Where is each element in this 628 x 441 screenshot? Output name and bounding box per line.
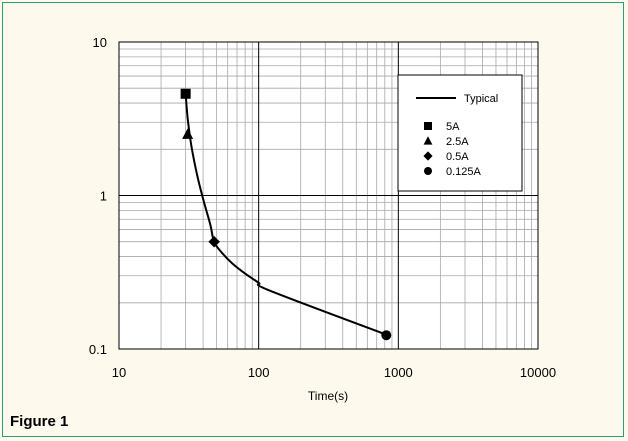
legend-label: 0.125A (446, 166, 482, 178)
legend-marker-0-5A (423, 151, 433, 161)
y-tick-labels: 0.1 1 10 (89, 35, 107, 357)
x-tick-labels: 10 100 1000 10000 (112, 365, 556, 380)
legend-marker-5A (424, 122, 432, 130)
marker-0-125A (381, 330, 392, 341)
plot-border (118, 41, 539, 350)
legend-label-typical: Typical (464, 93, 498, 105)
x-tick-label: 10 (112, 365, 126, 380)
legend-label: 2.5A (446, 136, 469, 148)
marker-0-5A (208, 235, 220, 248)
y-tick-label: 1 (100, 189, 107, 204)
x-tick-label: 10000 (520, 365, 556, 380)
legend-box (397, 74, 523, 192)
legend-label: 5A (446, 121, 460, 133)
x-tick-label: 1000 (384, 365, 413, 380)
marker-5A (180, 88, 191, 99)
data-markers (180, 88, 392, 341)
marker-2-5A (182, 128, 194, 139)
y-tick-label: 10 (93, 35, 107, 50)
x-axis-label: Time(s) (308, 389, 348, 403)
x-tick-label: 100 (248, 365, 270, 380)
legend-marker-0-125A (424, 167, 432, 175)
legend-marker-2-5A (423, 136, 433, 145)
figure-caption: Figure 1 (10, 413, 69, 430)
y-tick-label: 0.1 (89, 342, 107, 357)
legend: Typical 5A 2.5A 0.5A 0.125A (397, 74, 523, 192)
legend-label: 0.5A (446, 151, 469, 163)
